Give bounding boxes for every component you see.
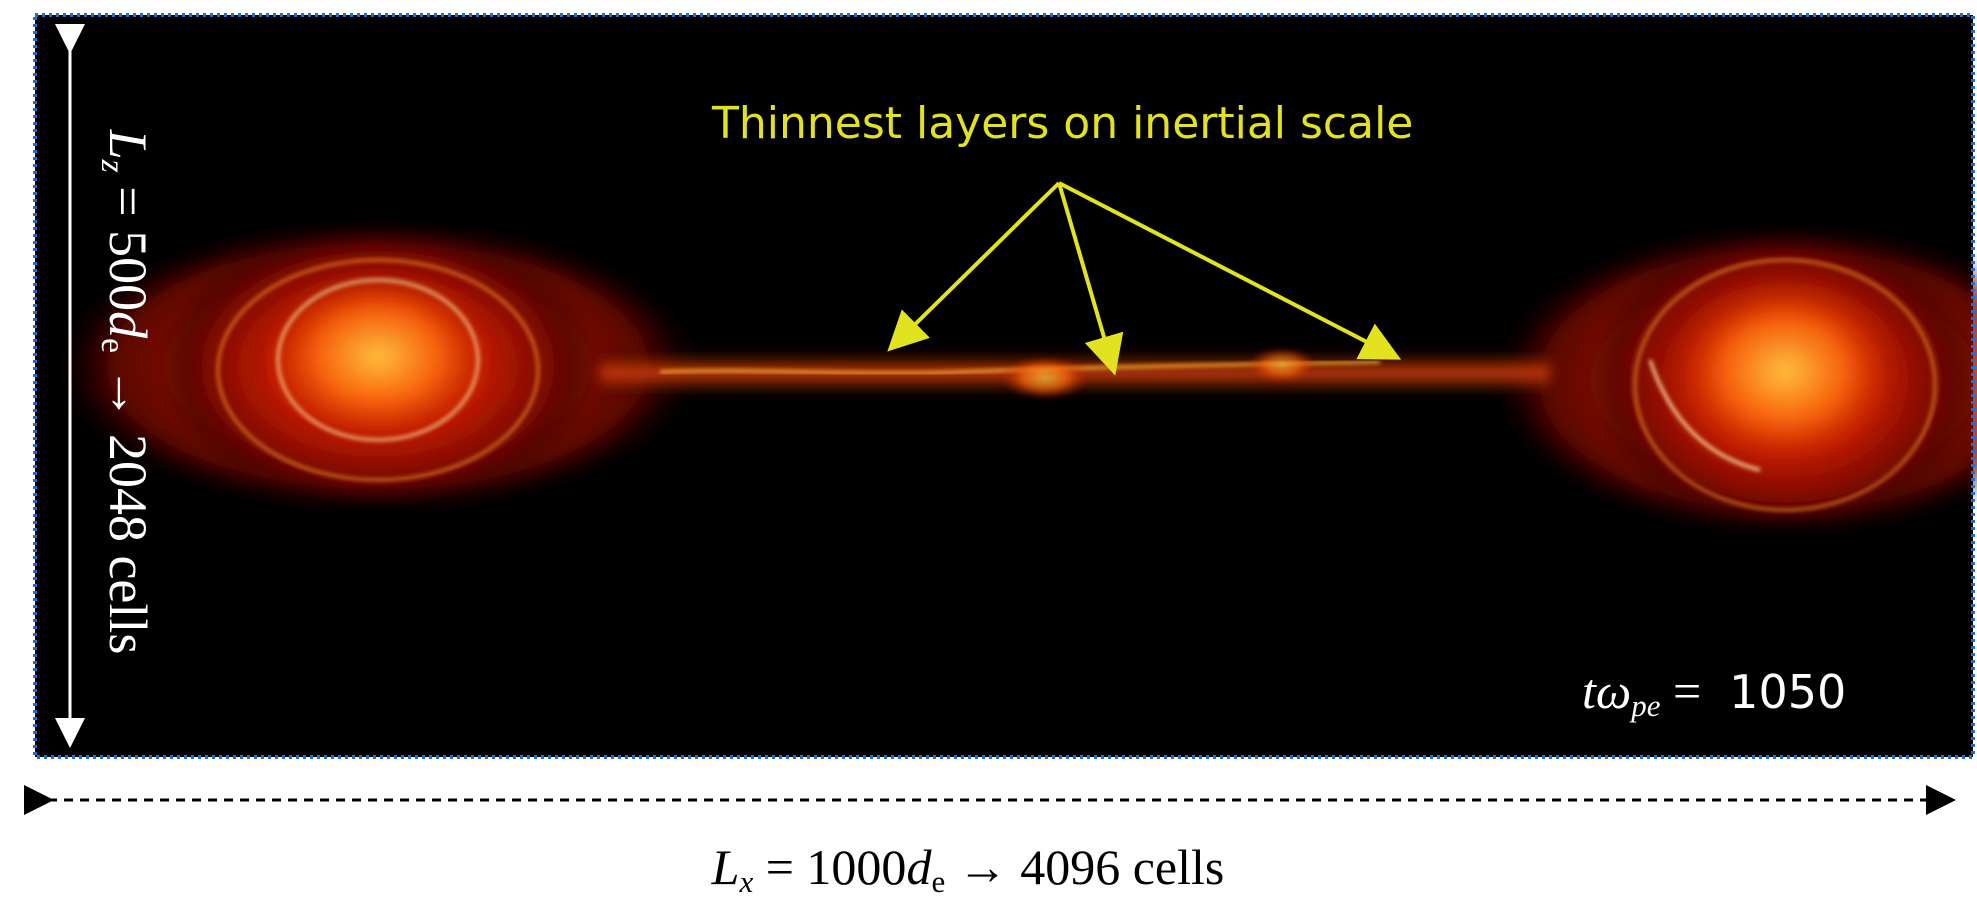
vertical-label: Lz = 500de → 2048 cells	[93, 130, 159, 655]
subscript: x	[739, 864, 753, 899]
equation: = 1000	[766, 839, 907, 895]
symbol: L	[98, 130, 158, 160]
figure: Thinnest layers on inertial scale Lz = 5…	[0, 0, 1977, 904]
subscript: pe	[1631, 688, 1660, 723]
equation: = 500	[98, 186, 158, 311]
equals: =	[1673, 663, 1701, 719]
symbol: L	[712, 839, 740, 895]
unit-subscript: e	[931, 864, 945, 899]
unit-subscript: e	[94, 338, 131, 353]
cells: → 4096 cells	[958, 839, 1225, 895]
symbol: tω	[1582, 663, 1631, 719]
unit: d	[98, 311, 158, 338]
subscript: z	[94, 160, 131, 173]
time-label: tωpe = 1050	[1582, 662, 1846, 724]
cells: → 2048 cells	[98, 366, 158, 654]
horizontal-label: Lx = 1000de → 4096 cells	[712, 838, 1225, 900]
unit: d	[906, 839, 931, 895]
annotation: Thinnest layers on inertial scale	[712, 98, 1413, 149]
time-value: 1050	[1729, 665, 1846, 719]
